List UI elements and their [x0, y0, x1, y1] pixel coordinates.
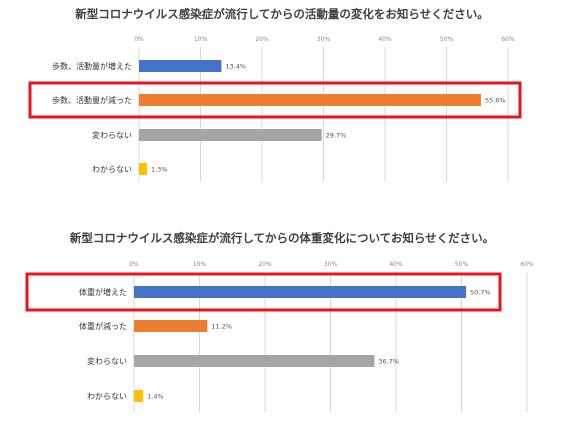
activity-category-label: 歩数、活動量が増えた — [52, 61, 132, 71]
weight-tick-label: 30% — [324, 261, 338, 268]
weight-highlight-box — [25, 272, 502, 312]
weight-change-chart: 新型コロナウイルス感染症が流行してからの体重変化についてお知らせください。 0% 1… — [25, 231, 534, 412]
activity-value-label: 1.3% — [151, 166, 168, 174]
activity-tick-label: 30% — [317, 36, 331, 43]
weight-category-label: わからない — [87, 392, 127, 401]
weight-bar — [134, 390, 144, 402]
activity-highlight-box — [28, 81, 522, 119]
weight-tick-label: 40% — [389, 261, 403, 268]
weight-category-label: 体重が減った — [79, 321, 127, 331]
weight-value-label: 36.7% — [378, 358, 399, 366]
activity-tick-label: 10% — [194, 36, 208, 43]
weight-value-label: 50.7% — [470, 289, 491, 297]
weight-tick-label: 10% — [193, 261, 207, 268]
weight-bar — [134, 286, 467, 298]
activity-value-label: 13.4% — [225, 63, 246, 71]
weight-value-label: 1.4% — [147, 393, 164, 401]
activity-change-chart: 新型コロナウイルス感染症が流行してからの活動量の変化をお知らせください。 0% 10… — [28, 7, 522, 182]
activity-bar — [139, 163, 147, 175]
activity-value-label: 55.6% — [485, 97, 506, 105]
activity-category-label: わからない — [92, 165, 132, 174]
weight-chart-title: 新型コロナウイルス感染症が流行してからの体重変化についてお知らせください。 — [70, 231, 494, 245]
weight-category-label: 体重が増えた — [79, 287, 127, 297]
weight-tick-label: 20% — [258, 261, 272, 268]
activity-value-label: 29.7% — [326, 132, 347, 140]
activity-bar — [139, 129, 322, 141]
activity-bar — [139, 60, 222, 72]
activity-tick-label: 60% — [501, 36, 515, 43]
weight-bar — [134, 355, 375, 367]
weight-tick-label: 50% — [455, 261, 469, 268]
weight-tick-label: 0% — [129, 261, 139, 268]
activity-tick-label: 40% — [378, 36, 392, 43]
weight-category-label: 変わらない — [87, 356, 127, 366]
activity-category-label: 歩数、活動量が減った — [52, 95, 132, 105]
activity-tick-label: 20% — [255, 36, 269, 43]
activity-category-label: 変わらない — [92, 130, 132, 140]
weight-value-label: 11.2% — [211, 323, 232, 331]
activity-tick-label: 50% — [440, 36, 454, 43]
activity-tick-label: 0% — [134, 36, 144, 43]
activity-bar — [139, 94, 481, 106]
weight-tick-label: 60% — [520, 261, 534, 268]
weight-bar — [134, 320, 208, 332]
activity-chart-title: 新型コロナウイルス感染症が流行してからの活動量の変化をお知らせください。 — [75, 7, 488, 21]
